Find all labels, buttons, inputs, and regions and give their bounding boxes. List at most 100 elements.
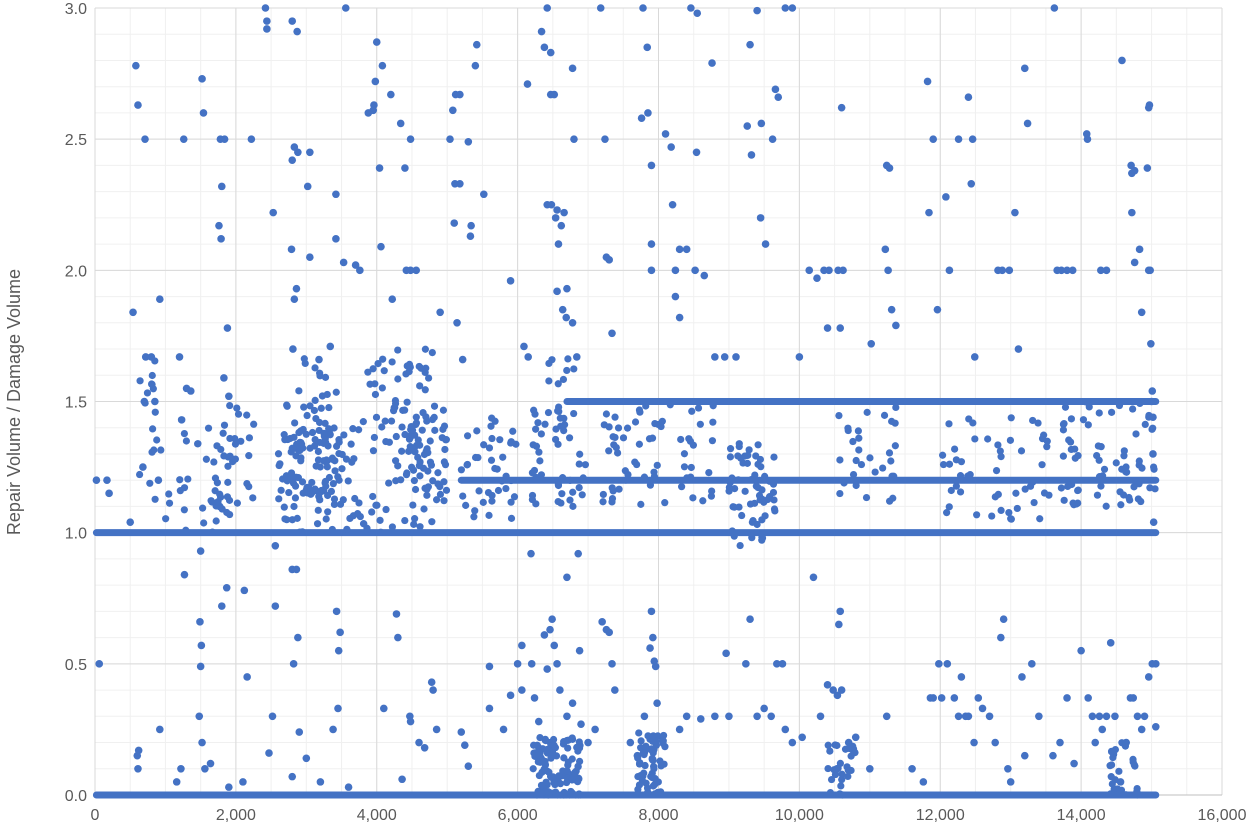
data-point bbox=[1063, 694, 1071, 702]
data-point bbox=[633, 751, 642, 760]
data-point bbox=[300, 403, 308, 411]
data-point bbox=[769, 480, 778, 488]
data-point bbox=[1151, 722, 1160, 731]
data-point bbox=[795, 353, 804, 361]
data-point bbox=[1106, 639, 1115, 647]
data-point bbox=[391, 396, 400, 405]
data-point bbox=[351, 261, 360, 269]
data-point bbox=[951, 445, 959, 453]
data-point bbox=[1130, 166, 1139, 175]
data-point bbox=[621, 467, 629, 475]
data-point bbox=[771, 507, 779, 515]
data-point bbox=[406, 712, 414, 721]
data-point bbox=[774, 93, 783, 101]
data-point bbox=[294, 633, 302, 642]
data-point bbox=[473, 427, 481, 435]
data-point bbox=[833, 741, 841, 750]
data-point bbox=[394, 346, 402, 354]
data-point bbox=[530, 694, 539, 702]
data-point bbox=[575, 460, 583, 468]
data-point bbox=[970, 738, 978, 747]
data-point bbox=[855, 446, 863, 454]
data-point bbox=[506, 277, 515, 285]
data-point bbox=[392, 432, 400, 441]
data-point bbox=[1036, 515, 1044, 523]
data-point bbox=[507, 514, 516, 522]
data-point bbox=[423, 491, 431, 499]
data-point bbox=[956, 488, 965, 496]
data-point bbox=[344, 783, 353, 791]
data-point bbox=[1034, 419, 1042, 427]
data-point bbox=[879, 464, 887, 472]
data-point bbox=[132, 61, 140, 70]
data-point bbox=[409, 501, 417, 509]
data-point bbox=[824, 764, 832, 773]
data-point bbox=[925, 208, 933, 217]
data-point bbox=[558, 490, 566, 498]
data-point bbox=[208, 498, 216, 506]
data-point bbox=[156, 725, 164, 734]
data-point bbox=[499, 453, 507, 461]
data-point bbox=[1112, 459, 1120, 467]
data-point bbox=[536, 457, 544, 465]
data-point bbox=[220, 374, 228, 382]
data-point bbox=[234, 410, 243, 418]
data-point bbox=[199, 109, 208, 117]
data-point bbox=[1005, 508, 1013, 517]
data-point bbox=[1108, 408, 1116, 416]
data-point bbox=[1030, 498, 1038, 507]
data-point bbox=[648, 756, 656, 764]
data-point bbox=[566, 496, 574, 504]
data-point bbox=[420, 743, 429, 752]
data-point bbox=[1133, 791, 1141, 799]
data-point bbox=[614, 449, 622, 457]
data-point bbox=[406, 135, 415, 143]
data-point bbox=[532, 500, 540, 508]
data-point bbox=[151, 495, 159, 503]
data-point bbox=[407, 422, 415, 431]
data-point bbox=[560, 754, 568, 762]
data-point bbox=[839, 266, 847, 275]
data-point bbox=[1149, 424, 1157, 432]
data-point bbox=[837, 686, 846, 694]
data-point bbox=[611, 686, 619, 694]
data-point bbox=[1122, 738, 1131, 747]
data-point bbox=[379, 704, 388, 713]
data-point bbox=[350, 455, 358, 463]
data-point bbox=[330, 495, 339, 503]
data-point bbox=[440, 478, 448, 486]
data-point bbox=[392, 610, 401, 618]
data-point bbox=[608, 484, 616, 492]
data-point bbox=[608, 660, 616, 668]
data-point bbox=[709, 418, 717, 426]
data-point bbox=[1100, 465, 1109, 473]
data-point bbox=[547, 200, 556, 209]
data-point bbox=[394, 375, 402, 383]
data-point bbox=[769, 488, 778, 497]
data-point bbox=[689, 494, 697, 502]
data-point bbox=[967, 179, 976, 188]
data-point bbox=[421, 386, 429, 394]
data-point bbox=[675, 313, 684, 322]
data-point bbox=[648, 434, 657, 442]
data-point bbox=[867, 339, 876, 348]
data-point bbox=[440, 497, 448, 505]
data-point bbox=[608, 329, 616, 338]
data-point bbox=[485, 662, 494, 671]
data-point bbox=[239, 778, 247, 786]
data-point bbox=[332, 190, 340, 199]
data-point bbox=[852, 456, 860, 465]
data-point bbox=[535, 751, 543, 759]
data-point bbox=[291, 419, 299, 427]
data-point bbox=[747, 151, 756, 159]
data-point bbox=[760, 498, 768, 506]
data-point bbox=[650, 472, 659, 481]
data-point bbox=[418, 426, 426, 434]
data-point bbox=[547, 754, 555, 762]
data-point bbox=[696, 715, 705, 723]
data-point bbox=[753, 6, 761, 15]
data-point bbox=[1126, 496, 1134, 504]
data-point bbox=[502, 472, 510, 480]
data-point bbox=[992, 466, 1001, 475]
